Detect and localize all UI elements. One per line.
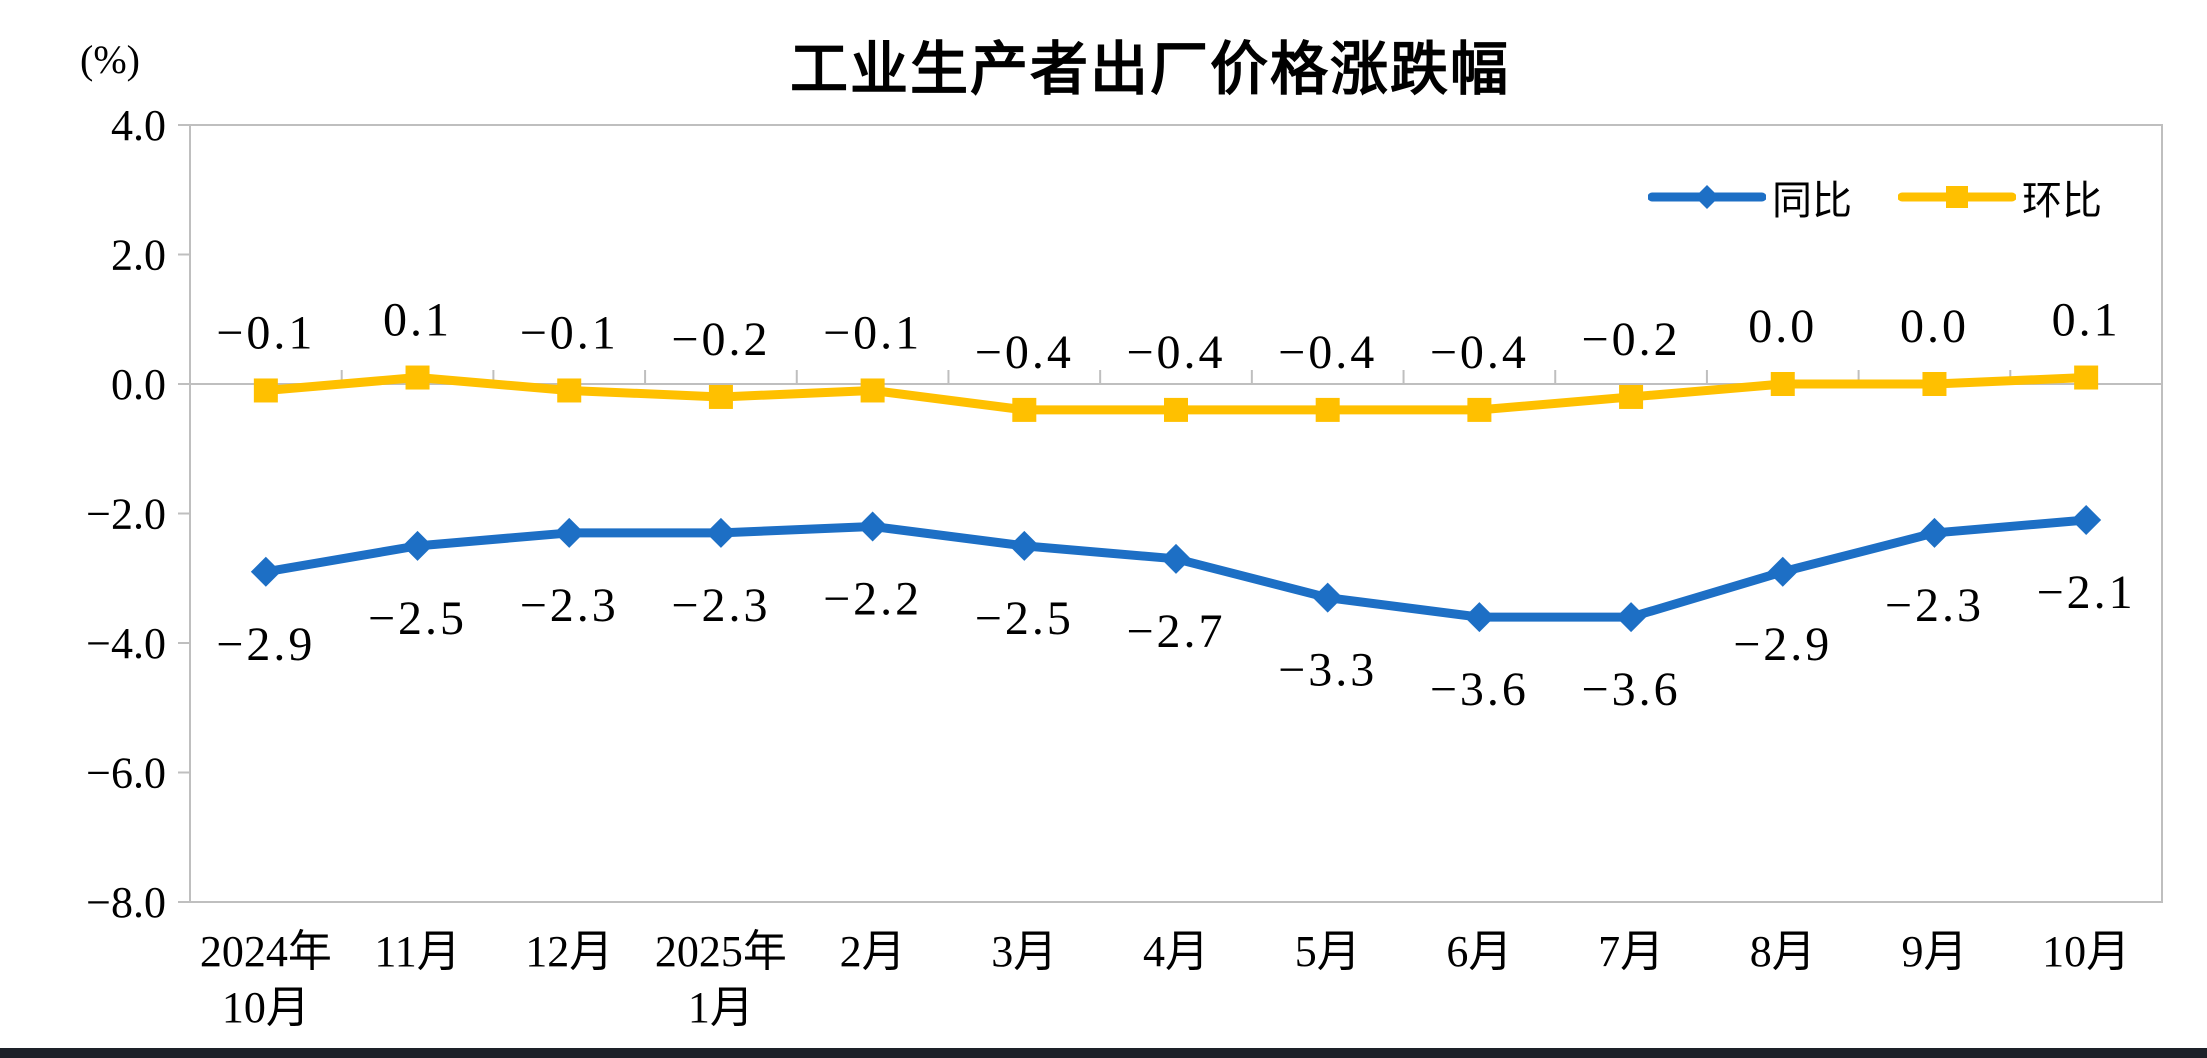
svg-text:0.1: 0.1: [2052, 294, 2121, 347]
legend-item-mom: 环比: [1898, 168, 2102, 226]
svg-text:2月: 2月: [840, 927, 906, 976]
svg-text:−0.1: −0.1: [823, 306, 922, 359]
svg-text:4月: 4月: [1143, 927, 1209, 976]
svg-text:−2.9: −2.9: [216, 618, 315, 671]
svg-text:−3.6: −3.6: [1430, 663, 1529, 716]
svg-text:−2.3: −2.3: [1885, 579, 1984, 632]
svg-text:0.0: 0.0: [111, 360, 166, 409]
svg-text:10月: 10月: [222, 983, 310, 1032]
svg-text:1月: 1月: [688, 983, 754, 1032]
svg-text:−0.4: −0.4: [975, 326, 1074, 379]
svg-text:9月: 9月: [1901, 927, 1967, 976]
svg-text:0.0: 0.0: [1900, 300, 1969, 353]
svg-text:−0.4: −0.4: [1126, 326, 1225, 379]
svg-text:2025年: 2025年: [655, 927, 787, 976]
svg-text:−6.0: −6.0: [86, 749, 166, 798]
svg-text:12月: 12月: [525, 927, 613, 976]
svg-text:−2.5: −2.5: [368, 592, 467, 645]
svg-text:−3.3: −3.3: [1278, 644, 1377, 697]
svg-text:4.0: 4.0: [111, 101, 166, 150]
svg-text:−4.0: −4.0: [86, 619, 166, 668]
svg-text:2.0: 2.0: [111, 231, 166, 280]
svg-text:−2.5: −2.5: [975, 592, 1074, 645]
svg-text:−8.0: −8.0: [86, 878, 166, 927]
chart-title: 工业生产者出厂价格涨跌幅: [789, 37, 1511, 102]
svg-text:−2.3: −2.3: [671, 579, 770, 632]
svg-text:5月: 5月: [1295, 927, 1361, 976]
svg-text:−2.7: −2.7: [1126, 605, 1225, 658]
svg-text:−0.2: −0.2: [671, 313, 770, 366]
svg-text:−2.3: −2.3: [520, 579, 619, 632]
y-axis-unit-label: (%): [80, 37, 140, 82]
svg-text:−2.9: −2.9: [1733, 618, 1832, 671]
svg-text:−2.1: −2.1: [2037, 566, 2136, 619]
svg-text:−2.0: −2.0: [86, 490, 166, 539]
svg-text:−3.6: −3.6: [1582, 663, 1681, 716]
legend: 同比 环比: [1648, 168, 2102, 226]
svg-text:11月: 11月: [374, 927, 460, 976]
svg-text:−2.2: −2.2: [823, 572, 922, 625]
bottom-bar: [0, 1048, 2207, 1058]
svg-text:0.1: 0.1: [383, 294, 452, 347]
svg-text:−0.4: −0.4: [1430, 326, 1529, 379]
svg-text:7月: 7月: [1598, 927, 1664, 976]
yoy-line-swatch-icon: [1648, 184, 1766, 210]
svg-text:−0.4: −0.4: [1278, 326, 1377, 379]
svg-text:2024年: 2024年: [200, 927, 332, 976]
svg-text:0.0: 0.0: [1748, 300, 1817, 353]
svg-text:−0.1: −0.1: [520, 306, 619, 359]
svg-text:10月: 10月: [2042, 927, 2130, 976]
svg-text:−0.2: −0.2: [1582, 313, 1681, 366]
svg-text:8月: 8月: [1750, 927, 1816, 976]
svg-text:−0.1: −0.1: [216, 306, 315, 359]
mom-line-swatch-icon: [1898, 184, 2016, 210]
svg-text:3月: 3月: [991, 927, 1057, 976]
svg-text:6月: 6月: [1446, 927, 1512, 976]
legend-label-yoy: 同比: [1772, 178, 1852, 223]
legend-item-yoy: 同比: [1648, 168, 1852, 226]
legend-label-mom: 环比: [2022, 178, 2102, 223]
